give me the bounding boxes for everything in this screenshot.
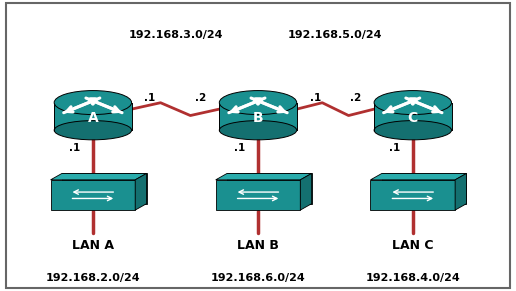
Text: 192.168.6.0/24: 192.168.6.0/24 bbox=[211, 273, 305, 283]
Text: 192.168.4.0/24: 192.168.4.0/24 bbox=[365, 273, 460, 283]
Polygon shape bbox=[455, 173, 466, 210]
Polygon shape bbox=[370, 180, 455, 210]
Bar bbox=[54, 103, 132, 130]
Text: .1: .1 bbox=[310, 93, 321, 103]
Polygon shape bbox=[51, 180, 135, 210]
Polygon shape bbox=[300, 173, 312, 210]
Text: .2: .2 bbox=[195, 93, 206, 103]
Text: 192.168.5.0/24: 192.168.5.0/24 bbox=[288, 30, 383, 40]
Ellipse shape bbox=[219, 91, 297, 115]
Text: 192.168.3.0/24: 192.168.3.0/24 bbox=[128, 30, 223, 40]
Polygon shape bbox=[51, 173, 147, 180]
Bar bbox=[219, 103, 297, 130]
Text: A: A bbox=[88, 111, 98, 125]
Bar bbox=[374, 103, 452, 130]
Polygon shape bbox=[135, 173, 147, 210]
Text: LAN B: LAN B bbox=[237, 239, 279, 252]
Polygon shape bbox=[62, 173, 147, 204]
Polygon shape bbox=[227, 173, 312, 204]
Text: B: B bbox=[253, 111, 263, 125]
Text: LAN C: LAN C bbox=[392, 239, 433, 252]
Polygon shape bbox=[216, 180, 300, 210]
Text: .1: .1 bbox=[69, 143, 80, 153]
Text: C: C bbox=[408, 111, 418, 125]
Text: .1: .1 bbox=[234, 143, 245, 153]
Text: .2: .2 bbox=[350, 93, 361, 103]
Ellipse shape bbox=[219, 120, 297, 140]
Ellipse shape bbox=[374, 91, 452, 115]
Text: .1: .1 bbox=[144, 93, 156, 103]
Ellipse shape bbox=[54, 91, 132, 115]
Polygon shape bbox=[216, 173, 312, 180]
Ellipse shape bbox=[374, 120, 452, 140]
Polygon shape bbox=[370, 173, 466, 180]
Text: 192.168.2.0/24: 192.168.2.0/24 bbox=[45, 273, 140, 283]
Polygon shape bbox=[382, 173, 466, 204]
Ellipse shape bbox=[54, 120, 132, 140]
Text: .1: .1 bbox=[389, 143, 400, 153]
Text: LAN A: LAN A bbox=[72, 239, 114, 252]
